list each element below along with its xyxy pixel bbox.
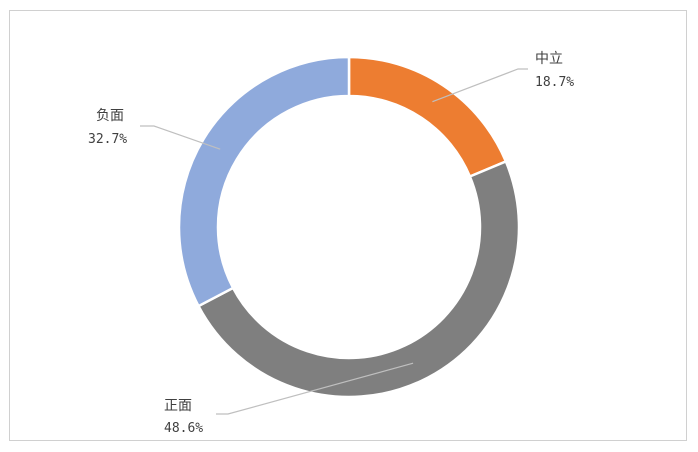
slice-label-negative-value: 32.7% xyxy=(88,132,127,147)
slice-label-negative-name: 负面 xyxy=(96,108,124,124)
slice-label-neutral-value: 18.7% xyxy=(535,75,574,90)
slice-label-positive-name: 正面 xyxy=(164,398,192,414)
leader-line-negative xyxy=(140,125,221,150)
slice-neutral xyxy=(347,55,508,179)
slice-positive xyxy=(196,159,521,399)
leader-line-positive xyxy=(216,362,414,415)
slice-label-positive-value: 48.6% xyxy=(164,421,203,436)
leader-line-neutral xyxy=(432,68,528,103)
slice-label-neutral-name: 中立 xyxy=(535,51,563,67)
donut-slices xyxy=(177,55,521,399)
slice-negative xyxy=(177,55,351,308)
leader-lines xyxy=(140,68,528,415)
